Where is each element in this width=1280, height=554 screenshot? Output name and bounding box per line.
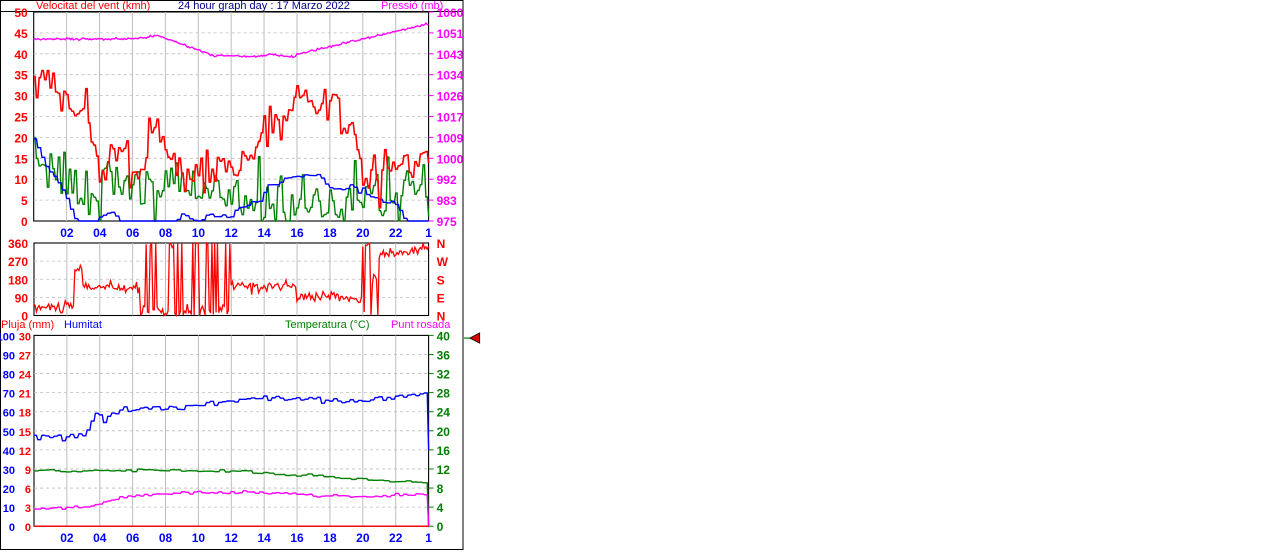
svg-text:22: 22 [389, 226, 403, 240]
svg-text:16: 16 [290, 531, 304, 545]
svg-text:30: 30 [19, 331, 31, 343]
svg-text:1026: 1026 [437, 90, 464, 104]
svg-text:30: 30 [3, 465, 15, 477]
svg-text:12: 12 [19, 446, 31, 458]
svg-text:20: 20 [14, 131, 28, 145]
svg-text:0: 0 [9, 522, 15, 534]
svg-text:9: 9 [25, 465, 31, 477]
svg-text:06: 06 [126, 226, 140, 240]
svg-text:90: 90 [15, 291, 29, 305]
svg-text:18: 18 [19, 408, 31, 420]
svg-text:975: 975 [437, 215, 457, 229]
svg-text:12: 12 [225, 226, 239, 240]
svg-text:04: 04 [93, 531, 107, 545]
svg-text:20: 20 [437, 425, 451, 439]
svg-text:27: 27 [19, 350, 31, 362]
svg-text:992: 992 [437, 173, 457, 187]
svg-text:3: 3 [25, 503, 31, 515]
svg-text:50: 50 [14, 6, 28, 20]
svg-text:1: 1 [425, 226, 432, 240]
svg-text:N: N [437, 237, 446, 251]
svg-text:40: 40 [14, 48, 28, 62]
svg-text:Pressió (mb): Pressió (mb) [381, 0, 443, 12]
svg-text:0: 0 [437, 520, 444, 534]
svg-text:90: 90 [3, 350, 15, 362]
svg-text:36: 36 [437, 348, 451, 362]
svg-text:02: 02 [60, 226, 74, 240]
svg-text:16: 16 [437, 444, 451, 458]
svg-text:06: 06 [126, 531, 140, 545]
svg-text:08: 08 [159, 226, 173, 240]
svg-text:08: 08 [159, 531, 173, 545]
svg-text:1060: 1060 [437, 6, 464, 20]
svg-text:180: 180 [8, 273, 28, 287]
svg-text:22: 22 [389, 531, 403, 545]
svg-text:6: 6 [25, 484, 31, 496]
svg-text:60: 60 [3, 408, 15, 420]
svg-text:12: 12 [437, 463, 451, 477]
svg-text:04: 04 [93, 226, 107, 240]
svg-text:1000: 1000 [437, 152, 464, 166]
svg-text:25: 25 [14, 111, 28, 125]
svg-text:1017: 1017 [437, 111, 464, 125]
svg-text:5: 5 [21, 194, 28, 208]
svg-text:20: 20 [356, 226, 370, 240]
svg-text:40: 40 [437, 329, 451, 343]
svg-text:S: S [437, 273, 445, 287]
svg-text:30: 30 [14, 90, 28, 104]
svg-text:15: 15 [14, 152, 28, 166]
svg-text:0: 0 [25, 522, 31, 534]
svg-text:1: 1 [425, 531, 432, 545]
svg-text:Pluja (mm): Pluja (mm) [1, 319, 54, 331]
svg-text:E: E [437, 291, 445, 305]
svg-text:28: 28 [437, 387, 451, 401]
svg-text:21: 21 [19, 389, 31, 401]
svg-text:270: 270 [8, 255, 28, 269]
svg-text:0: 0 [21, 215, 28, 229]
svg-text:4: 4 [437, 501, 444, 515]
svg-text:24 hour graph day : 17 Marzo 2: 24 hour graph day : 17 Marzo 2022 [178, 0, 350, 12]
svg-text:100: 100 [0, 331, 15, 343]
svg-text:15: 15 [19, 427, 31, 439]
svg-text:50: 50 [3, 427, 15, 439]
svg-text:10: 10 [3, 503, 15, 515]
svg-text:Temperatura (°C): Temperatura (°C) [285, 319, 369, 331]
svg-text:70: 70 [3, 389, 15, 401]
svg-text:14: 14 [258, 226, 272, 240]
svg-text:20: 20 [356, 531, 370, 545]
svg-text:35: 35 [14, 69, 28, 83]
svg-text:20: 20 [3, 484, 15, 496]
svg-text:983: 983 [437, 194, 457, 208]
svg-text:Velocitat del vent (kmh): Velocitat del vent (kmh) [36, 0, 150, 12]
svg-text:32: 32 [437, 368, 451, 382]
svg-text:24: 24 [437, 406, 451, 420]
svg-text:12: 12 [225, 531, 239, 545]
svg-text:8: 8 [437, 482, 444, 496]
svg-text:18: 18 [323, 531, 337, 545]
svg-text:45: 45 [14, 27, 28, 41]
svg-text:Humitat: Humitat [64, 319, 102, 331]
svg-text:10: 10 [192, 226, 206, 240]
svg-text:16: 16 [290, 226, 304, 240]
svg-text:80: 80 [3, 370, 15, 382]
svg-text:360: 360 [8, 237, 28, 251]
svg-text:40: 40 [3, 446, 15, 458]
svg-text:W: W [437, 255, 449, 269]
svg-text:24: 24 [19, 370, 32, 382]
svg-text:18: 18 [323, 226, 337, 240]
svg-text:14: 14 [258, 531, 272, 545]
svg-text:1009: 1009 [437, 131, 464, 145]
svg-text:1034: 1034 [437, 69, 464, 83]
svg-text:1043: 1043 [437, 48, 464, 62]
svg-text:02: 02 [60, 531, 74, 545]
svg-text:10: 10 [192, 531, 206, 545]
svg-text:1051: 1051 [437, 27, 464, 41]
svg-text:10: 10 [14, 173, 28, 187]
